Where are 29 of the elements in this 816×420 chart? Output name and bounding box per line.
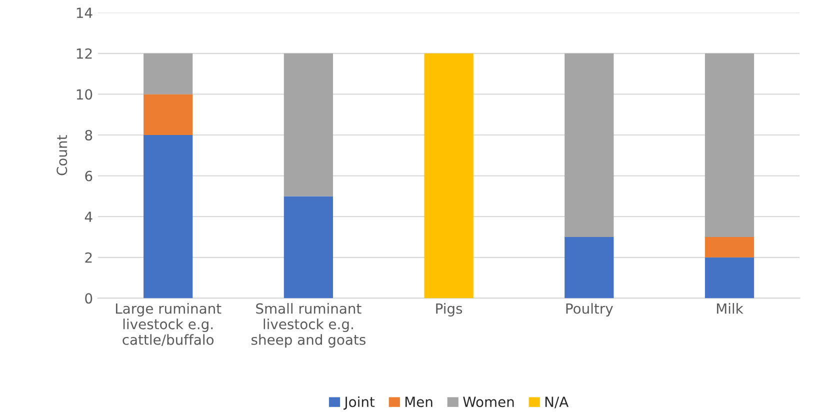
y-axis-title: Count: [56, 135, 68, 176]
x-tick-label: Poultry: [566, 303, 613, 317]
bar: [704, 237, 754, 258]
bar: [704, 257, 754, 298]
y-tick-label: 14: [76, 8, 92, 18]
y-tick-label: 4: [84, 212, 92, 222]
bar: [144, 94, 193, 135]
bar: [564, 53, 614, 237]
bar: [424, 53, 474, 298]
bar: [704, 53, 754, 237]
bar: [284, 53, 334, 196]
y-tick-label: 10: [76, 89, 92, 100]
bar: [564, 237, 614, 298]
y-tick-label: 12: [76, 48, 92, 59]
legend-label: Joint: [344, 396, 375, 410]
x-tick-label: Milk: [716, 303, 744, 314]
y-tick-label: 0: [85, 293, 92, 304]
bar: [144, 135, 193, 298]
legend-label: Women: [463, 396, 514, 408]
y-tick-label: 6: [85, 170, 92, 182]
legend-label: N/A: [545, 396, 569, 408]
y-tick-label: 2: [85, 252, 92, 263]
bar: [144, 53, 193, 94]
y-tick-label: 8: [85, 130, 92, 140]
x-tick-label: Large ruminant livestock e.g. cattle/buffalo: [116, 303, 222, 346]
x-tick-label: Pigs: [436, 303, 462, 317]
legend-label: Men: [405, 396, 432, 408]
x-tick-label: Small ruminant livestock e.g. sheep and goats: [251, 303, 366, 348]
bar: [284, 196, 334, 298]
